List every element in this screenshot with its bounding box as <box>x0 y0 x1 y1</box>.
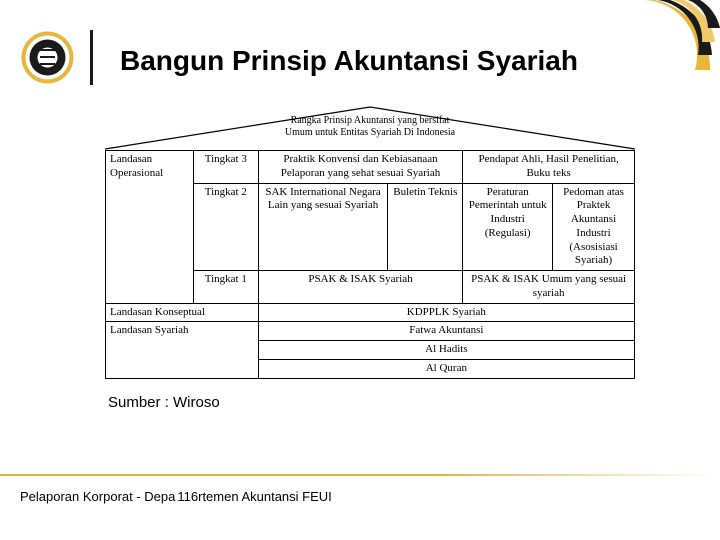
footer-text: Pelaporan Korporat - Depa116rtemen Akunt… <box>20 489 332 504</box>
cell-fatwa: Fatwa Akuntansi <box>258 322 634 341</box>
cell-buletin: Buletin Teknis <box>388 183 463 271</box>
framework-diagram: Rangka Prinsip Akuntansi yang bersifat U… <box>105 105 635 379</box>
cell-pendapat-ahli: Pendapat Ahli, Hasil Penelitian, Buku te… <box>463 151 635 184</box>
cell-tingkat1: Tingkat 1 <box>193 271 258 304</box>
roof-text-1: Rangka Prinsip Akuntansi yang bersifat <box>105 115 635 127</box>
logo-divider <box>90 30 93 85</box>
table-row: Landasan Konseptual KDPPLK Syariah <box>106 303 635 322</box>
cell-hadits: Al Hadits <box>258 341 634 360</box>
framework-table: Landasan Operasional Tingkat 3 Praktik K… <box>105 150 635 379</box>
cell-kdpplk: KDPPLK Syariah <box>258 303 634 322</box>
footer-divider <box>0 474 720 476</box>
cell-psak-syariah: PSAK & ISAK Syariah <box>258 271 463 304</box>
cell-praktik: Praktik Konvensi dan Kebiasanaan Pelapor… <box>258 151 463 184</box>
cell-tingkat2: Tingkat 2 <box>193 183 258 271</box>
cell-landasan-konseptual: Landasan Konseptual <box>106 303 259 322</box>
diagram-roof: Rangka Prinsip Akuntansi yang bersifat U… <box>105 105 635 150</box>
cell-peraturan: Peraturan Pemerintah untuk Industri (Reg… <box>463 183 553 271</box>
corner-decoration <box>600 0 720 95</box>
cell-landasan-operasional: Landasan Operasional <box>106 151 194 304</box>
slide-title: Bangun Prinsip Akuntansi Syariah <box>120 45 578 77</box>
institution-logo <box>20 30 75 85</box>
table-row: Landasan Syariah Fatwa Akuntansi <box>106 322 635 341</box>
cell-sak-intl: SAK International Negara Lain yang sesua… <box>258 183 388 271</box>
table-row: Landasan Operasional Tingkat 3 Praktik K… <box>106 151 635 184</box>
source-citation: Sumber : Wiroso <box>108 394 220 411</box>
footer-prefix: Pelaporan Korporat - Depa <box>20 489 175 504</box>
cell-quran: Al Quran <box>258 359 634 378</box>
cell-landasan-syariah: Landasan Syariah <box>106 322 259 378</box>
cell-pedoman: Pedoman atas Praktek Akuntansi Industri … <box>553 183 635 271</box>
page-number: 116 <box>177 489 198 504</box>
footer-suffix: rtemen Akuntansi FEUI <box>198 489 332 504</box>
roof-text-2: Umum untuk Entitas Syariah Di Indonesia <box>105 127 635 139</box>
logo-area <box>20 30 93 85</box>
cell-psak-umum: PSAK & ISAK Umum yang sesuai syariah <box>463 271 635 304</box>
cell-tingkat3: Tingkat 3 <box>193 151 258 184</box>
